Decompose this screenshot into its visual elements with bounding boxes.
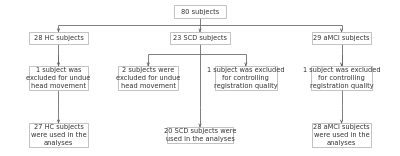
Text: 29 aMCI subjects: 29 aMCI subjects: [313, 35, 370, 41]
FancyBboxPatch shape: [118, 66, 178, 90]
Text: 20 SCD subjects were
used in the analyses: 20 SCD subjects were used in the analyse…: [164, 128, 236, 142]
FancyBboxPatch shape: [28, 66, 88, 90]
FancyBboxPatch shape: [312, 123, 372, 147]
FancyBboxPatch shape: [28, 123, 88, 147]
Text: 2 subjects were
excluded for undue
head movement: 2 subjects were excluded for undue head …: [116, 67, 180, 89]
Text: 80 subjects: 80 subjects: [181, 9, 219, 15]
FancyBboxPatch shape: [167, 127, 233, 143]
FancyBboxPatch shape: [312, 32, 372, 44]
Text: 27 HC subjects
were used in the
analyses: 27 HC subjects were used in the analyses: [31, 124, 86, 146]
FancyBboxPatch shape: [170, 32, 230, 44]
FancyBboxPatch shape: [215, 66, 277, 90]
FancyBboxPatch shape: [28, 32, 88, 44]
FancyBboxPatch shape: [174, 5, 226, 18]
Text: 1 subject was
excluded for undue
head movement: 1 subject was excluded for undue head mo…: [26, 67, 91, 89]
Text: 1 subject was excluded
for controlling
registration quality: 1 subject was excluded for controlling r…: [207, 67, 285, 89]
Text: 28 HC subjects: 28 HC subjects: [34, 35, 84, 41]
Text: 23 SCD subjects: 23 SCD subjects: [173, 35, 227, 41]
FancyBboxPatch shape: [311, 66, 372, 90]
Text: 1 subject was excluded
for controlling
registration quality: 1 subject was excluded for controlling r…: [303, 67, 380, 89]
Text: 28 aMCI subjects
were used in the
analyses: 28 aMCI subjects were used in the analys…: [313, 124, 370, 146]
